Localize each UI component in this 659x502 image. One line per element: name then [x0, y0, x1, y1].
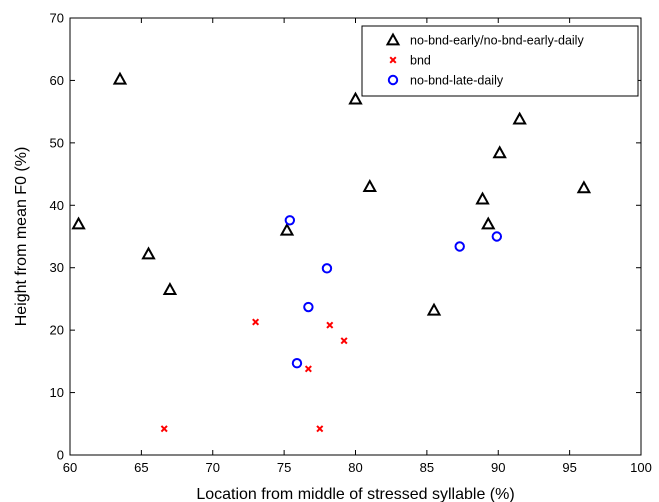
data-point: [279, 222, 295, 236]
y-tick-label: 40: [50, 198, 64, 213]
data-marks: [71, 71, 592, 433]
data-point: [252, 318, 260, 326]
y-axis-label: Height from mean F0 (%): [13, 147, 30, 327]
data-point: [321, 263, 333, 274]
data-point: [512, 111, 527, 125]
data-point-stroke: [252, 318, 260, 326]
series-3: [284, 215, 503, 369]
data-point: [454, 241, 465, 252]
data-point-stroke: [326, 321, 334, 329]
y-tick-label: 70: [50, 11, 64, 26]
data-point: [481, 216, 496, 230]
data-point: [326, 321, 334, 329]
data-point: [112, 71, 128, 85]
data-point: [71, 216, 86, 230]
series-1: [71, 71, 592, 316]
data-point: [426, 302, 442, 316]
axis-ticks: 60 65 70 75 80 85 90 95 100 0 10 20 30 40 50 60 70: [50, 11, 652, 476]
y-tick-label: 0: [57, 448, 64, 463]
y-tick-label: 50: [50, 135, 64, 150]
data-point: [304, 365, 312, 373]
legend-label: no-bnd-late-daily: [410, 74, 504, 88]
data-point: [362, 178, 377, 192]
legend-marker: [385, 32, 401, 46]
data-point: [340, 337, 348, 345]
legend-marker-stroke: [389, 56, 397, 64]
legend-marker: [387, 74, 399, 86]
data-point: [576, 180, 592, 194]
data-point: [162, 282, 178, 295]
x-tick-label: 100: [630, 460, 652, 475]
y-tick-label: 60: [50, 73, 64, 88]
legend-marker: [389, 56, 397, 64]
data-point: [491, 231, 503, 242]
data-point-stroke: [316, 425, 324, 433]
x-tick-label: 60: [63, 460, 77, 475]
data-point: [348, 91, 363, 105]
data-point: [160, 425, 168, 433]
x-tick-label: 90: [491, 460, 505, 475]
y-tick-label: 30: [50, 260, 64, 275]
data-point: [284, 215, 296, 226]
data-point: [492, 145, 507, 159]
y-tick-label: 10: [50, 385, 64, 400]
x-tick-label: 75: [277, 460, 291, 475]
x-tick-label: 70: [206, 460, 220, 475]
legend-label: bnd: [410, 54, 431, 68]
data-point-stroke: [304, 365, 312, 373]
data-point: [291, 358, 303, 369]
legend-box: [361, 25, 639, 97]
data-point-stroke: [340, 337, 348, 345]
x-axis-label: Location from middle of stressed syllabl…: [196, 486, 514, 502]
data-point: [303, 301, 314, 313]
data-point: [141, 246, 156, 260]
legend-label: no-bnd-early/no-bnd-early-daily: [410, 34, 584, 48]
legend: no-bnd-early/no-bnd-early-daily bnd no-bnd…: [361, 25, 639, 97]
data-point: [475, 191, 490, 205]
x-tick-label: 80: [348, 460, 362, 475]
data-point: [316, 425, 324, 433]
data-point-stroke: [160, 425, 168, 433]
y-tick-label: 20: [50, 323, 64, 338]
x-tick-label: 95: [562, 460, 576, 475]
series-2: [160, 318, 348, 433]
x-tick-label: 65: [134, 460, 148, 475]
x-tick-label: 85: [420, 460, 434, 475]
